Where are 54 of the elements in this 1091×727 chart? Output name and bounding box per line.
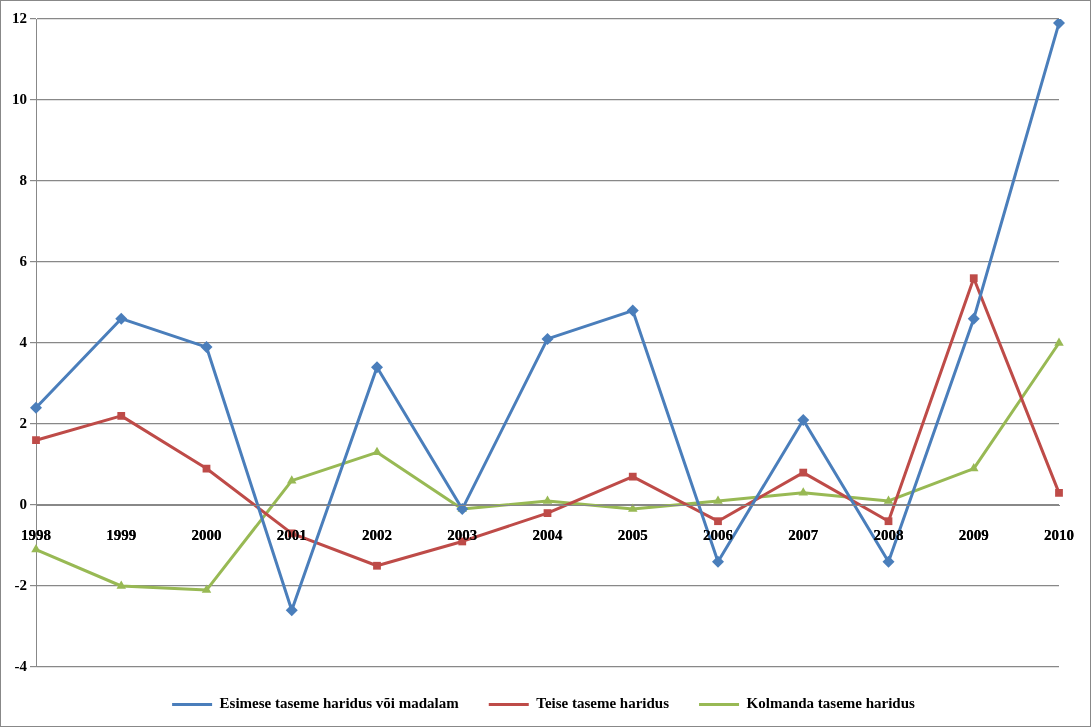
point [797, 413, 810, 426]
point [626, 304, 639, 317]
point [543, 509, 552, 517]
x-tick-label: 2004 [532, 526, 563, 543]
y-tick-label: 12 [12, 9, 27, 26]
y-tick-label: 8 [19, 171, 27, 188]
y-tick-label: 2 [19, 414, 27, 431]
point [627, 503, 638, 512]
point [712, 555, 724, 568]
point [1053, 19, 1065, 30]
y-tick-label: 0 [19, 495, 27, 512]
x-tick-label: 2005 [617, 526, 648, 543]
y-tick-label: 6 [19, 252, 28, 269]
x-tick-label: 2007 [788, 526, 819, 543]
legend-label: Kolmanda taseme haridus [746, 695, 916, 712]
point [117, 412, 126, 420]
point [967, 312, 980, 325]
y-tick-label: 4 [19, 333, 28, 350]
point [1054, 337, 1064, 346]
point [201, 584, 212, 593]
point [799, 468, 808, 477]
point [628, 472, 637, 481]
x-tick-label: 2000 [191, 526, 222, 543]
x-tick-label: 2009 [958, 526, 989, 543]
x-tick-label: 2010 [1044, 526, 1074, 543]
point [798, 487, 809, 496]
point [884, 517, 893, 526]
x-tick-label: 2002 [362, 526, 392, 543]
point [968, 463, 979, 472]
point [883, 495, 894, 504]
point [541, 332, 554, 345]
y-tick-label: -4 [14, 657, 28, 674]
point [713, 495, 723, 504]
point [30, 401, 42, 414]
x-tick-label: 1998 [21, 526, 51, 543]
legend-label: Teise taseme haridus [536, 695, 670, 712]
point [882, 555, 895, 568]
point [32, 436, 40, 445]
y-tick-label: -2 [14, 576, 27, 593]
point [969, 274, 978, 283]
legend-label: Esimese taseme haridus või madalam [219, 695, 460, 712]
x-tick-label: 2003 [447, 526, 478, 543]
point [1055, 488, 1063, 497]
point [542, 495, 553, 504]
point [116, 580, 127, 589]
point [200, 341, 213, 354]
point [714, 517, 722, 526]
point [371, 361, 383, 374]
point [373, 561, 381, 570]
y-tick-label: 10 [12, 90, 27, 107]
x-tick-label: 1999 [106, 526, 137, 543]
point [285, 604, 298, 617]
point [115, 312, 128, 325]
point [31, 544, 41, 553]
